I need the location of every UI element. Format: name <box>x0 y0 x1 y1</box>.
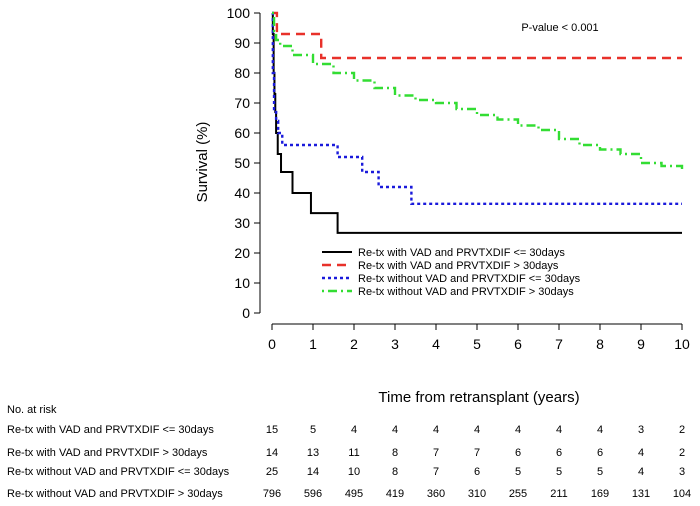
risk-value: 495 <box>345 488 363 500</box>
y-axis-title: Survival (%) <box>194 122 211 203</box>
series-layer <box>271 11 684 234</box>
risk-value: 4 <box>597 424 603 436</box>
series-line-4 <box>272 11 684 171</box>
risk-value: 8 <box>392 447 398 459</box>
y-tick-label: 40 <box>234 185 250 201</box>
legend: Re-tx with VAD and PRVTXDIF <= 30daysRe-… <box>322 247 581 298</box>
series-line-3 <box>271 11 682 205</box>
x-tick-label: 0 <box>268 336 276 352</box>
x-tick-label: 3 <box>391 336 399 352</box>
risk-value: 4 <box>638 447 644 459</box>
risk-value: 104 <box>673 488 691 500</box>
risk-value: 8 <box>392 466 398 478</box>
risk-value: 4 <box>433 424 439 436</box>
risk-value: 3 <box>638 424 644 436</box>
risk-value: 3 <box>679 466 685 478</box>
risk-table-title: No. at risk <box>7 404 57 416</box>
risk-value: 11 <box>348 447 359 459</box>
risk-value: 15 <box>266 424 278 436</box>
risk-row-label: Re-tx with VAD and PRVTXDIF > 30days <box>7 447 208 459</box>
risk-value: 6 <box>597 447 603 459</box>
risk-value: 131 <box>632 488 650 500</box>
x-tick-label: 6 <box>514 336 522 352</box>
legend-label: Re-tx without VAD and PRVTXDIF <= 30days <box>358 273 581 285</box>
y-tick-label: 30 <box>234 215 250 231</box>
risk-value: 14 <box>266 447 278 459</box>
x-axis: 0 1 2 3 4 5 6 7 8 9 10 <box>268 323 690 352</box>
legend-label: Re-tx with VAD and PRVTXDIF > 30days <box>358 260 559 272</box>
legend-label: Re-tx with VAD and PRVTXDIF <= 30days <box>358 247 565 259</box>
risk-value: 10 <box>348 466 360 478</box>
risk-value: 4 <box>474 424 480 436</box>
risk-value: 7 <box>474 447 480 459</box>
risk-value: 419 <box>386 488 404 500</box>
x-tick-label: 9 <box>637 336 645 352</box>
risk-value: 4 <box>556 424 562 436</box>
risk-value: 6 <box>515 447 521 459</box>
x-tick-label: 1 <box>309 336 317 352</box>
y-tick-label: 90 <box>234 35 250 51</box>
risk-value: 25 <box>266 466 278 478</box>
risk-value: 255 <box>509 488 527 500</box>
risk-value: 4 <box>638 466 644 478</box>
legend-label: Re-tx without VAD and PRVTXDIF > 30days <box>358 286 574 298</box>
y-tick-label: 70 <box>234 95 250 111</box>
risk-value: 4 <box>515 424 521 436</box>
risk-value: 6 <box>556 447 562 459</box>
series-line-1 <box>271 12 682 234</box>
y-tick-label: 20 <box>234 245 250 261</box>
x-tick-label: 8 <box>596 336 604 352</box>
risk-value: 211 <box>550 488 568 500</box>
x-tick-label: 7 <box>555 336 563 352</box>
y-tick-label: 60 <box>234 125 250 141</box>
risk-value: 2 <box>679 424 685 436</box>
risk-value: 2 <box>679 447 685 459</box>
risk-value: 5 <box>310 424 316 436</box>
y-tick-label: 0 <box>242 305 250 321</box>
risk-row-label: Re-tx without VAD and PRVTXDIF > 30days <box>7 488 223 500</box>
y-tick-label: 10 <box>234 275 250 291</box>
x-tick-label: 2 <box>350 336 358 352</box>
risk-value: 360 <box>427 488 445 500</box>
risk-value: 169 <box>591 488 609 500</box>
risk-value: 5 <box>597 466 603 478</box>
risk-value: 6 <box>474 466 480 478</box>
y-tick-label: 80 <box>234 65 250 81</box>
x-tick-label: 4 <box>432 336 440 352</box>
x-axis-title: Time from retransplant (years) <box>378 389 579 406</box>
risk-value: 5 <box>556 466 562 478</box>
risk-table: Re-tx with VAD and PRVTXDIF <= 30days 15 5… <box>7 424 691 500</box>
risk-value: 7 <box>433 447 439 459</box>
p-value-annotation: P-value < 0.001 <box>521 22 598 34</box>
risk-value: 596 <box>304 488 322 500</box>
risk-value: 4 <box>392 424 398 436</box>
y-tick-label: 100 <box>227 5 251 21</box>
y-tick-label: 50 <box>234 155 250 171</box>
risk-value: 13 <box>307 447 319 459</box>
x-tick-label: 5 <box>473 336 481 352</box>
risk-value: 310 <box>468 488 486 500</box>
risk-value: 7 <box>433 466 439 478</box>
series-line-2 <box>272 11 682 60</box>
risk-value: 796 <box>263 488 281 500</box>
risk-value: 5 <box>515 466 521 478</box>
risk-value: 4 <box>351 424 357 436</box>
risk-value: 14 <box>307 466 319 478</box>
risk-row-label: Re-tx without VAD and PRVTXDIF <= 30days <box>7 466 230 478</box>
x-tick-label: 10 <box>674 336 690 352</box>
y-axis: 0 10 20 30 40 50 60 70 80 90 100 <box>227 5 261 321</box>
risk-row-label: Re-tx with VAD and PRVTXDIF <= 30days <box>7 424 214 436</box>
